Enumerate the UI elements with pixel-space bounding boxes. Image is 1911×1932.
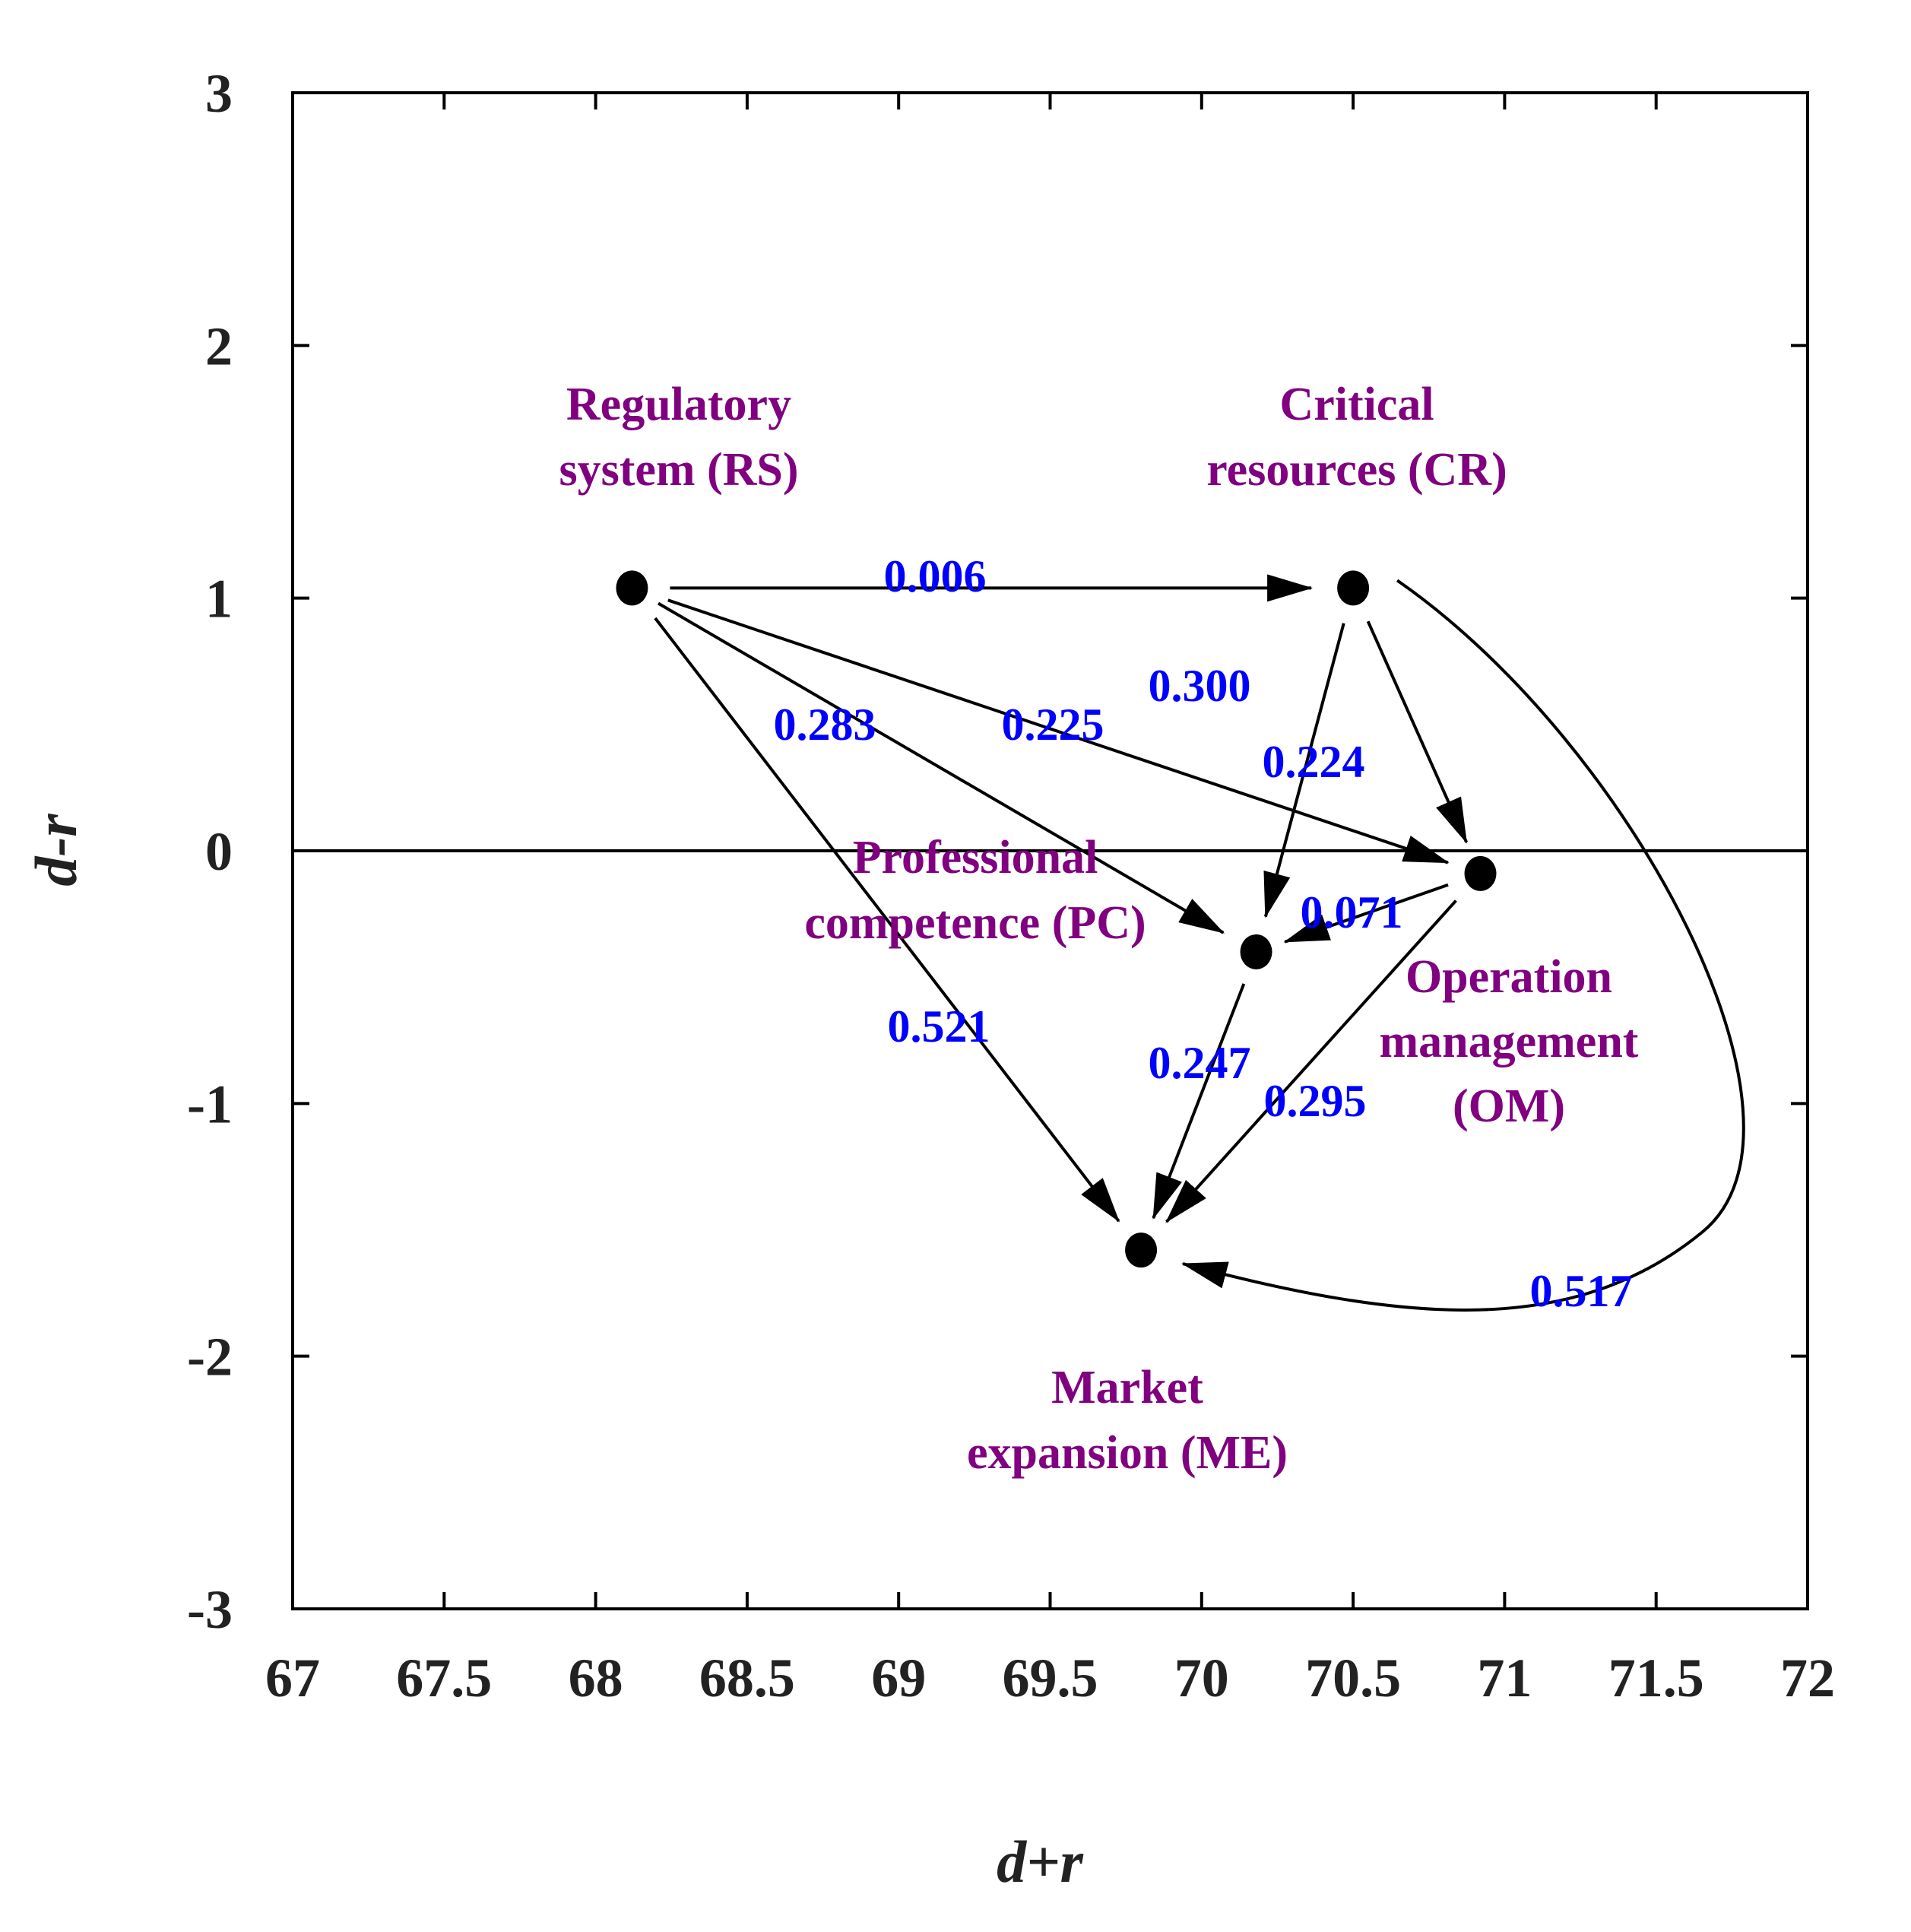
node-label-om: Operation: [1406, 951, 1612, 1003]
edge-weight-label: 0.295: [1264, 1076, 1367, 1126]
node-label-pc: Professional: [853, 832, 1098, 884]
edge-weight-label: 0.517: [1530, 1266, 1633, 1316]
node-label-me: Market: [1051, 1362, 1203, 1413]
x-tick-label: 71: [1477, 1648, 1532, 1708]
node-label-rs: system (RS): [559, 444, 798, 496]
y-tick-label: -1: [187, 1074, 233, 1134]
y-tick-label: -3: [187, 1579, 233, 1640]
node-marker-me: [1125, 1232, 1158, 1268]
node-label-cr: resources (CR): [1206, 444, 1507, 496]
node-label-om: (OM): [1453, 1080, 1565, 1132]
edge-arrow-om-pc: [1283, 883, 1449, 944]
edge-weight-label: 0.300: [1149, 661, 1251, 711]
node-marker-om: [1464, 855, 1497, 891]
node-marker-rs: [616, 570, 648, 606]
edge-arrow-rs-me: [654, 617, 1120, 1223]
edge-weight-label: 0.224: [1263, 737, 1365, 787]
edge-weight-label: 0.071: [1301, 887, 1403, 937]
edge-arrow-rs-pc: [657, 601, 1225, 934]
y-axis-title: d-r: [23, 814, 89, 887]
y-tick-label: 3: [205, 63, 233, 124]
node-label-me: expansion (ME): [967, 1427, 1288, 1479]
x-tick-label: 70.5: [1305, 1648, 1401, 1708]
x-tick-label: 68: [569, 1648, 623, 1708]
edge-weight-label: 0.225: [1002, 700, 1104, 750]
edge-arrow-pc-me: [1152, 983, 1246, 1220]
y-tick-label: 0: [205, 821, 233, 882]
node-label-pc: competence (PC): [804, 897, 1146, 949]
y-tick-label: -2: [187, 1327, 233, 1388]
edge-weight-label: 0.006: [884, 551, 987, 601]
y-tick-label: 1: [205, 569, 233, 630]
x-tick-label: 67.5: [396, 1648, 492, 1708]
x-tick-label: 68.5: [699, 1648, 795, 1708]
x-tick-label: 69.5: [1003, 1648, 1098, 1708]
x-tick-label: 67: [265, 1648, 320, 1708]
node-marker-pc: [1240, 934, 1272, 969]
edge-arrow-cr-me: [1181, 579, 1745, 1312]
edge-arrow-om-me: [1165, 899, 1457, 1223]
node-label-om: management: [1380, 1016, 1639, 1068]
node-label-rs: Regulatory: [566, 379, 791, 430]
edge-weight-label: 0.521: [888, 1001, 990, 1052]
edge-arrow-cr-om: [1366, 620, 1469, 844]
edge-weight-label: 0.247: [1149, 1038, 1251, 1088]
edge-arrow-rs-om: [667, 598, 1450, 864]
node-marker-cr: [1337, 570, 1370, 606]
y-tick-label: 2: [205, 316, 233, 376]
node-label-cr: Critical: [1279, 379, 1434, 430]
x-tick-label: 71.5: [1608, 1648, 1704, 1708]
edge-arrow-cr-pc: [1263, 623, 1345, 918]
x-tick-label: 70: [1174, 1648, 1229, 1708]
x-axis-title: d+r: [997, 1829, 1083, 1895]
x-tick-label: 72: [1780, 1648, 1835, 1708]
x-tick-label: 69: [871, 1648, 926, 1708]
edge-weight-label: 0.283: [774, 700, 876, 750]
